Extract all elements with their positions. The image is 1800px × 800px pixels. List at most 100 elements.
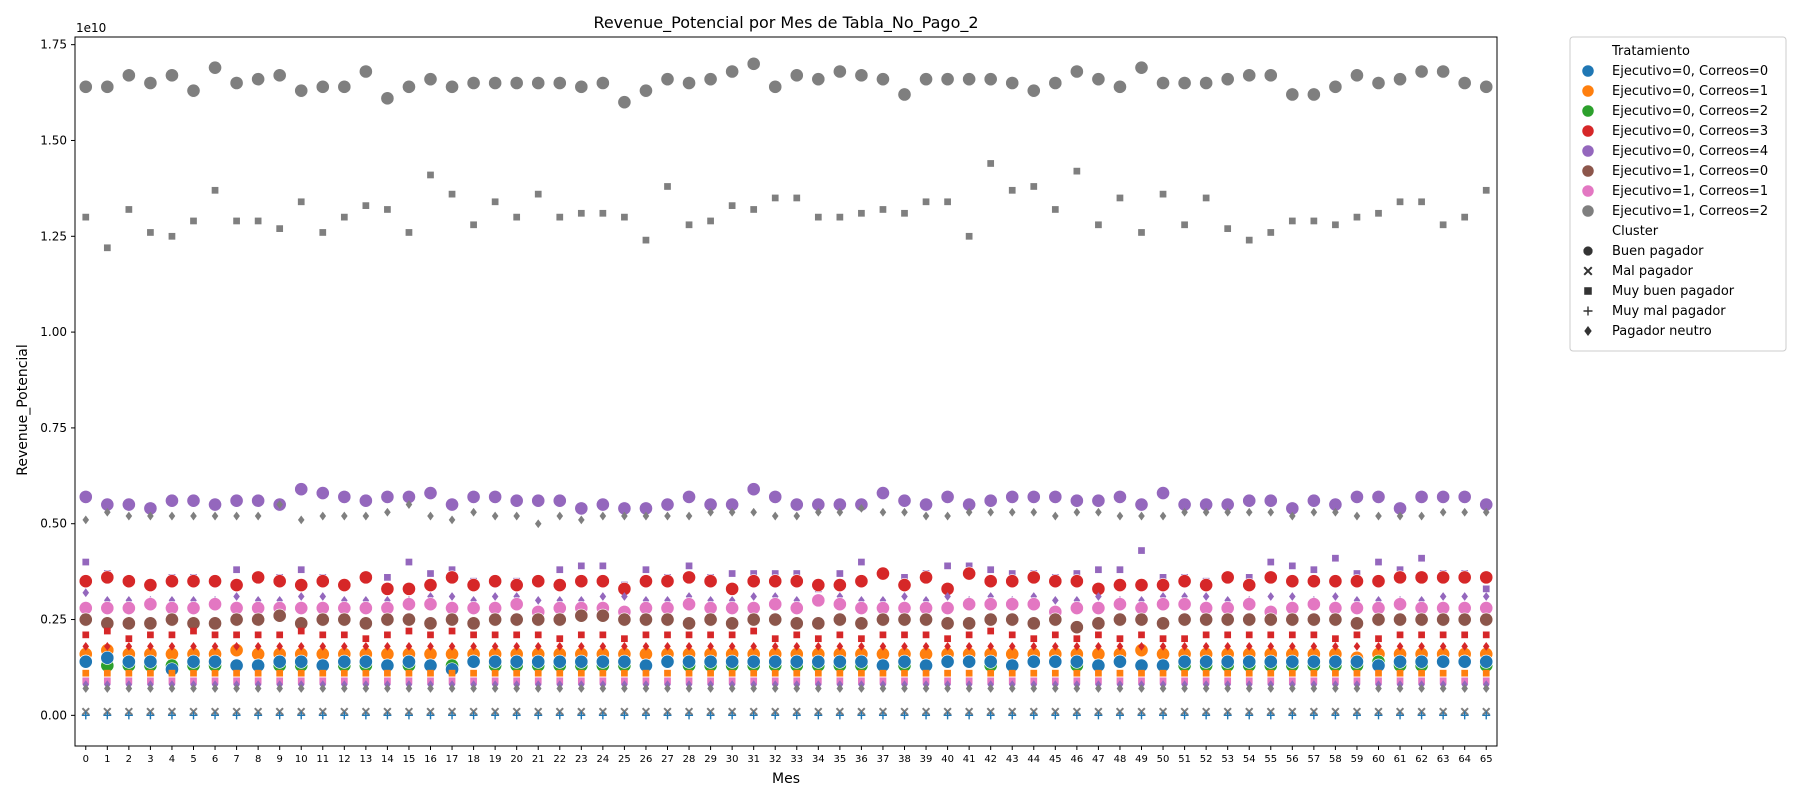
data-point — [1242, 597, 1257, 612]
data-point — [1181, 669, 1188, 677]
data-point — [707, 669, 714, 677]
data-point — [685, 684, 693, 693]
data-point — [1220, 570, 1235, 585]
data-point — [1069, 493, 1084, 508]
data-point — [728, 631, 736, 639]
data-point — [445, 612, 459, 627]
data-point — [427, 171, 434, 179]
data-point — [427, 641, 434, 651]
data-point — [944, 562, 951, 570]
data-point — [233, 511, 240, 521]
data-point — [318, 711, 327, 720]
data-point — [1069, 620, 1084, 635]
data-point — [358, 64, 373, 79]
data-point — [1350, 68, 1364, 83]
data-point — [986, 711, 995, 720]
data-point — [617, 95, 632, 110]
data-point — [337, 654, 352, 669]
data-point — [1073, 507, 1081, 517]
y-axis-label: Revenue_Potencial — [15, 344, 31, 476]
data-point — [100, 79, 115, 94]
data-point — [1116, 669, 1124, 677]
data-point — [578, 641, 585, 651]
data-point — [983, 72, 998, 87]
data-point — [488, 612, 503, 627]
data-point — [922, 641, 930, 651]
data-point — [1328, 612, 1343, 627]
data-point — [337, 612, 352, 627]
data-point — [1202, 684, 1210, 693]
data-point — [167, 711, 176, 720]
data-point — [682, 597, 696, 612]
data-point — [577, 562, 585, 570]
data-point — [362, 669, 370, 677]
data-point — [380, 612, 395, 627]
data-point — [1267, 558, 1275, 566]
series-group — [82, 677, 1490, 685]
data-point — [707, 217, 714, 225]
data-point — [384, 507, 391, 517]
data-point — [940, 616, 955, 631]
data-point — [1052, 511, 1059, 521]
data-point — [1073, 635, 1081, 643]
data-point — [509, 76, 524, 90]
data-point — [1181, 635, 1188, 643]
x-tick-label: 46 — [1070, 754, 1083, 765]
data-point — [509, 493, 524, 508]
data-point — [319, 631, 327, 639]
data-point — [577, 669, 585, 677]
data-point — [1091, 601, 1106, 615]
data-point — [1439, 221, 1447, 229]
data-point — [703, 574, 718, 589]
data-point — [362, 202, 370, 209]
data-point — [728, 711, 737, 720]
data-point — [1138, 641, 1145, 651]
data-point — [82, 588, 90, 598]
data-point — [789, 616, 804, 631]
data-point — [1029, 711, 1038, 720]
data-point — [470, 669, 477, 677]
data-point — [1159, 684, 1167, 693]
data-point — [100, 570, 115, 585]
data-point — [1072, 711, 1081, 720]
data-point — [879, 507, 887, 517]
data-point — [879, 631, 887, 639]
series-group — [78, 608, 1494, 635]
data-point — [1439, 684, 1447, 693]
data-point — [1116, 194, 1124, 202]
data-point — [1285, 612, 1300, 627]
legend-marker — [1584, 287, 1592, 295]
data-point — [186, 493, 201, 508]
data-point — [1371, 574, 1386, 589]
data-point — [1353, 684, 1361, 693]
data-point — [1156, 486, 1170, 500]
data-point — [1396, 511, 1404, 521]
data-point — [1371, 612, 1386, 627]
data-point — [168, 631, 176, 639]
data-point — [272, 608, 287, 623]
data-point — [1134, 60, 1149, 75]
data-point — [1159, 711, 1168, 720]
data-point — [685, 511, 693, 521]
data-point — [121, 601, 136, 615]
data-point — [642, 641, 650, 651]
data-point — [1396, 684, 1404, 693]
data-point — [771, 684, 779, 693]
data-point — [922, 684, 930, 693]
data-point — [315, 79, 330, 94]
data-point — [1306, 493, 1321, 508]
data-point — [1267, 684, 1275, 693]
data-point — [362, 684, 370, 693]
data-point — [1224, 225, 1232, 232]
data-point — [208, 60, 222, 75]
data-point — [965, 507, 973, 517]
data-point — [294, 601, 309, 615]
data-point — [1328, 574, 1343, 589]
data-point — [1418, 631, 1425, 639]
data-point — [448, 684, 456, 693]
data-point — [1202, 711, 1211, 720]
data-point — [965, 711, 974, 720]
data-point — [682, 570, 696, 585]
legend-entry-label: Muy buen pagador — [1612, 284, 1735, 299]
x-tick-label: 37 — [877, 754, 890, 765]
